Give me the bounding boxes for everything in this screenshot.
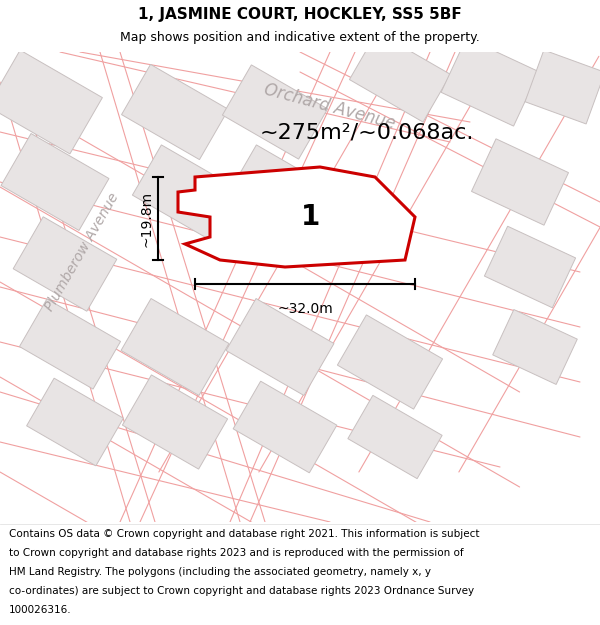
Text: 100026316.: 100026316. [9,606,71,616]
Polygon shape [122,375,227,469]
Polygon shape [227,145,332,239]
Polygon shape [13,217,117,311]
Text: ~275m²/~0.068ac.: ~275m²/~0.068ac. [260,122,475,142]
Polygon shape [348,396,442,479]
Polygon shape [19,299,121,389]
Polygon shape [233,381,337,473]
Text: ~32.0m: ~32.0m [277,302,333,316]
Text: HM Land Registry. The polygons (including the associated geometry, namely x, y: HM Land Registry. The polygons (includin… [9,568,431,578]
Polygon shape [0,50,103,154]
Polygon shape [133,145,238,239]
Polygon shape [337,315,443,409]
Polygon shape [472,139,569,225]
Text: Plumberow Avenue: Plumberow Avenue [43,191,122,314]
Polygon shape [223,65,328,159]
Polygon shape [226,299,334,396]
Text: co-ordinates) are subject to Crown copyright and database rights 2023 Ordnance S: co-ordinates) are subject to Crown copyr… [9,586,474,596]
Polygon shape [121,299,229,396]
Text: Contains OS data © Crown copyright and database right 2021. This information is : Contains OS data © Crown copyright and d… [9,529,479,539]
Text: 1: 1 [301,203,320,231]
Text: 1, JASMINE COURT, HOCKLEY, SS5 5BF: 1, JASMINE COURT, HOCKLEY, SS5 5BF [138,7,462,22]
Polygon shape [1,134,109,231]
Polygon shape [26,378,124,466]
Polygon shape [349,32,451,122]
Polygon shape [484,226,575,308]
Polygon shape [178,167,415,267]
Polygon shape [441,38,539,126]
Text: ~19.8m: ~19.8m [139,191,153,246]
Text: to Crown copyright and database rights 2023 and is reproduced with the permissio: to Crown copyright and database rights 2… [9,548,464,558]
Polygon shape [122,64,229,159]
Polygon shape [525,50,600,124]
Text: Map shows position and indicative extent of the property.: Map shows position and indicative extent… [120,31,480,44]
Polygon shape [493,309,577,384]
Text: Orchard Avenue: Orchard Avenue [262,81,398,133]
